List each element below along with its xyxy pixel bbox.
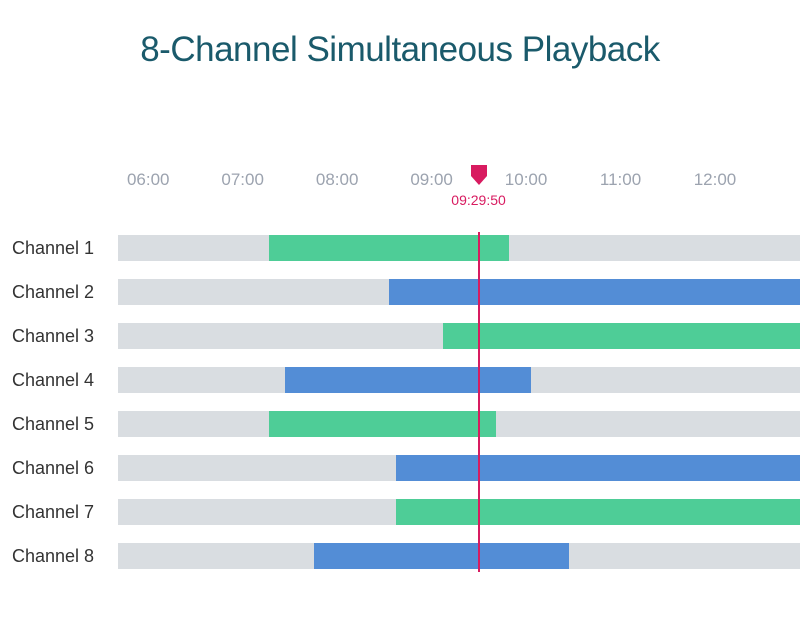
channel-track	[118, 279, 800, 305]
channel-row: Channel 3	[0, 320, 800, 352]
time-tick-label: 11:00	[600, 170, 641, 190]
channel-label: Channel 5	[0, 414, 118, 435]
playhead-line	[478, 232, 480, 572]
time-tick-label: 08:00	[316, 170, 359, 190]
channel-track	[118, 499, 800, 525]
channel-row: Channel 7	[0, 496, 800, 528]
channel-label: Channel 2	[0, 282, 118, 303]
channel-bar	[314, 543, 569, 569]
time-tick-label: 12:00	[694, 170, 737, 190]
timeline-chart: 06:00 07:00 08:00 09:00 10:00 11:00 12:00 09:29…	[0, 170, 800, 572]
time-tick-label: 06:00	[127, 170, 170, 190]
channel-row: Channel 6	[0, 452, 800, 484]
channel-track	[118, 367, 800, 393]
channel-label: Channel 8	[0, 546, 118, 567]
page-title: 8-Channel Simultaneous Playback	[0, 30, 800, 70]
channel-track	[118, 235, 800, 261]
channel-row: Channel 5	[0, 408, 800, 440]
channel-bar	[285, 367, 531, 393]
channel-track	[118, 323, 800, 349]
channel-row: Channel 8	[0, 540, 800, 572]
channel-track	[118, 411, 800, 437]
channel-track	[118, 455, 800, 481]
time-axis: 06:0007:0008:0009:0010:0011:0012:0009:29…	[0, 170, 800, 200]
channel-label: Channel 7	[0, 502, 118, 523]
playhead-time-label: 09:29:50	[451, 192, 506, 208]
channel-label: Channel 6	[0, 458, 118, 479]
channel-label: Channel 3	[0, 326, 118, 347]
channel-row: Channel 4	[0, 364, 800, 396]
time-tick-label: 07:00	[221, 170, 264, 190]
time-tick-label: 09:00	[410, 170, 453, 190]
channel-row: Channel 1	[0, 232, 800, 264]
channel-label: Channel 1	[0, 238, 118, 259]
channel-label: Channel 4	[0, 370, 118, 391]
channel-bar	[443, 323, 800, 349]
channel-bar	[396, 455, 800, 481]
channel-bar	[269, 411, 496, 437]
page-container: 8-Channel Simultaneous Playback 06:00 07:…	[0, 0, 800, 572]
channel-rows: Channel 1 Channel 2 Channel 3 Channel 4 Chan…	[0, 232, 800, 572]
channel-bar	[389, 279, 800, 305]
playhead-marker-icon[interactable]	[471, 165, 487, 185]
time-tick-label: 10:00	[505, 170, 548, 190]
channel-bar	[396, 499, 800, 525]
channel-bar	[269, 235, 509, 261]
channel-row: Channel 2	[0, 276, 800, 308]
channel-track	[118, 543, 800, 569]
